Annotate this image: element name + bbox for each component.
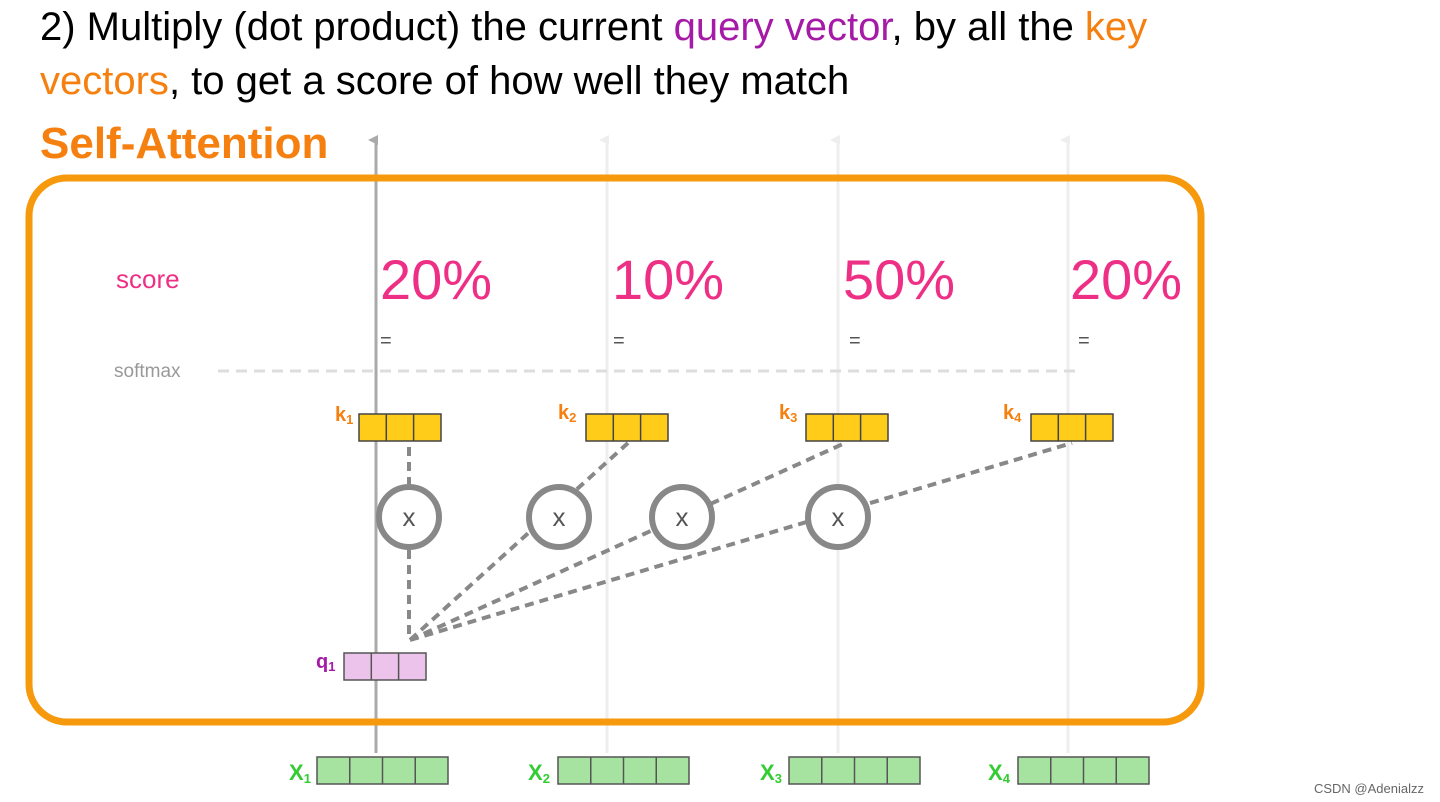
equals-sign-2: = <box>613 330 625 352</box>
link-q-k4 <box>409 441 1073 642</box>
input-vector-1 <box>316 756 449 785</box>
key-label-4: k4 <box>1003 402 1022 425</box>
watermark: CSDN @Adenialzz <box>1313 781 1424 796</box>
input-label-4-name: x <box>988 760 1003 785</box>
equals-sign-1: = <box>380 330 392 352</box>
key-vector-3 <box>805 413 889 442</box>
key-label-4-sub: 4 <box>1014 410 1022 425</box>
multiply-node-1: x <box>376 484 442 550</box>
key-label-1: k1 <box>335 404 353 427</box>
input-label-2-sub: 2 <box>543 771 550 786</box>
multiply-node-3-label: x <box>676 502 689 532</box>
multiply-node-3: x <box>649 484 715 550</box>
multiply-node-4-label: x <box>832 502 845 532</box>
score-value-3: 50% <box>843 248 955 311</box>
key-label-1-name: k <box>335 404 347 426</box>
score-value-4: 20% <box>1070 248 1182 311</box>
self-attention-box <box>25 174 1205 726</box>
query-vector <box>343 652 427 681</box>
headline-middle: , by all the <box>891 5 1085 49</box>
key-label-2-name: k <box>558 402 570 424</box>
headline-key-term-1: key <box>1084 5 1148 49</box>
input-label-4: x4 <box>988 760 1011 786</box>
headline: 2) Multiply (dot product) the current qu… <box>40 0 1420 108</box>
softmax-label: softmax <box>114 361 181 382</box>
equals-sign-4: = <box>1078 330 1090 352</box>
equals-sign-3: = <box>849 330 861 352</box>
key-label-4-name: k <box>1003 402 1015 424</box>
score-value-1: 20% <box>380 248 492 311</box>
headline-query-term: query vector <box>673 5 892 49</box>
query-label: q1 <box>316 651 335 674</box>
input-label-4-sub: 4 <box>1003 771 1011 786</box>
query-label-name: q <box>316 651 328 673</box>
multiply-node-4: x <box>805 484 871 550</box>
key-vector-2 <box>585 413 669 442</box>
section-title: Self-Attention <box>40 119 329 168</box>
input-label-3: x3 <box>760 760 782 786</box>
key-label-2: k2 <box>558 402 576 425</box>
key-label-1-sub: 1 <box>346 412 353 427</box>
input-label-1: x1 <box>289 760 311 786</box>
key-vector-1 <box>358 413 442 442</box>
input-vector-4 <box>1017 756 1150 785</box>
score-value-2: 10% <box>612 248 724 311</box>
query-label-sub: 1 <box>328 659 335 674</box>
link-q-k3 <box>409 441 846 642</box>
input-label-1-name: x <box>289 760 304 785</box>
multiply-node-2: x <box>526 484 592 550</box>
key-label-2-sub: 2 <box>569 410 576 425</box>
key-label-3-sub: 3 <box>790 410 797 425</box>
link-q-k2 <box>408 441 630 642</box>
key-label-3-name: k <box>779 402 791 424</box>
input-label-2: x2 <box>528 760 550 786</box>
score-label: score <box>116 264 180 294</box>
input-label-3-sub: 3 <box>775 771 782 786</box>
headline-key-term-2: vectors <box>40 59 169 103</box>
input-vector-2 <box>557 756 690 785</box>
headline-suffix: , to get a score of how well they match <box>168 59 850 103</box>
headline-prefix: 2) Multiply (dot product) the current <box>40 5 674 49</box>
key-vector-4 <box>1030 413 1114 442</box>
multiply-node-1-label: x <box>403 502 416 532</box>
input-vector-3 <box>788 756 921 785</box>
key-label-3: k3 <box>779 402 797 425</box>
input-label-2-name: x <box>528 760 543 785</box>
input-label-1-sub: 1 <box>304 771 311 786</box>
multiply-node-2-label: x <box>553 502 566 532</box>
input-label-3-name: x <box>760 760 775 785</box>
